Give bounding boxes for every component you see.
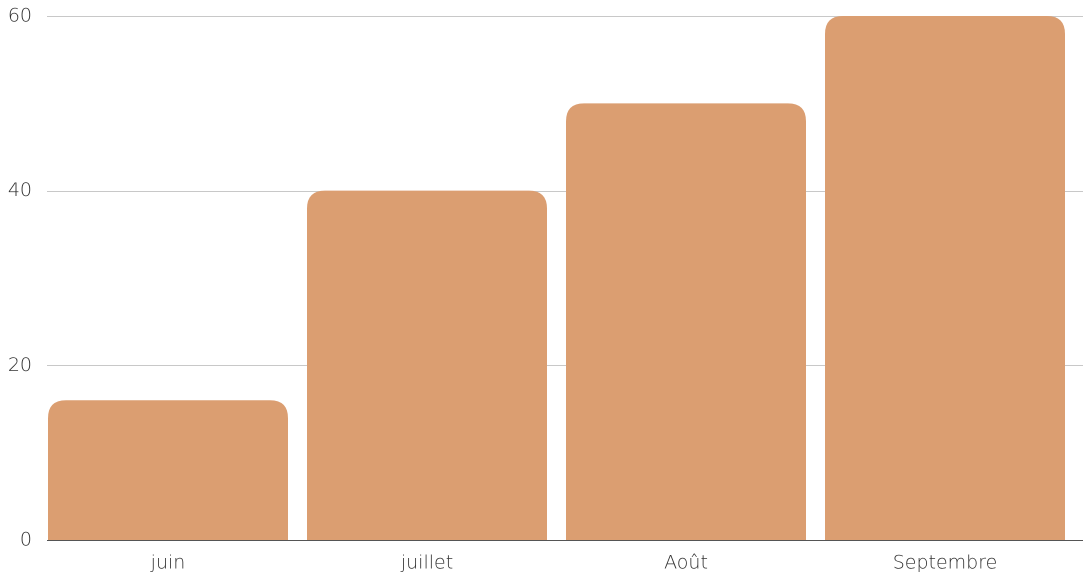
x-category-label-2: Août (664, 552, 708, 574)
bar-juin (48, 400, 288, 540)
y-tick-label-2: 40 (8, 179, 32, 201)
y-tick-label-1: 20 (8, 354, 32, 376)
bar-septembre (825, 16, 1065, 540)
x-category-label-3: Septembre (893, 552, 998, 574)
bar-layer (48, 16, 1065, 540)
bar-juillet (307, 190, 547, 540)
x-category-label-1: juillet (400, 552, 453, 574)
y-tick-label-0: 0 (20, 529, 32, 551)
x-category-label-0: juin (150, 552, 186, 574)
y-axis-tick-labels: 0 20 40 60 (8, 5, 32, 551)
y-tick-label-3: 60 (8, 5, 32, 27)
x-axis-category-labels: juin juillet Août Septembre (150, 552, 998, 574)
bar-août (566, 103, 806, 540)
